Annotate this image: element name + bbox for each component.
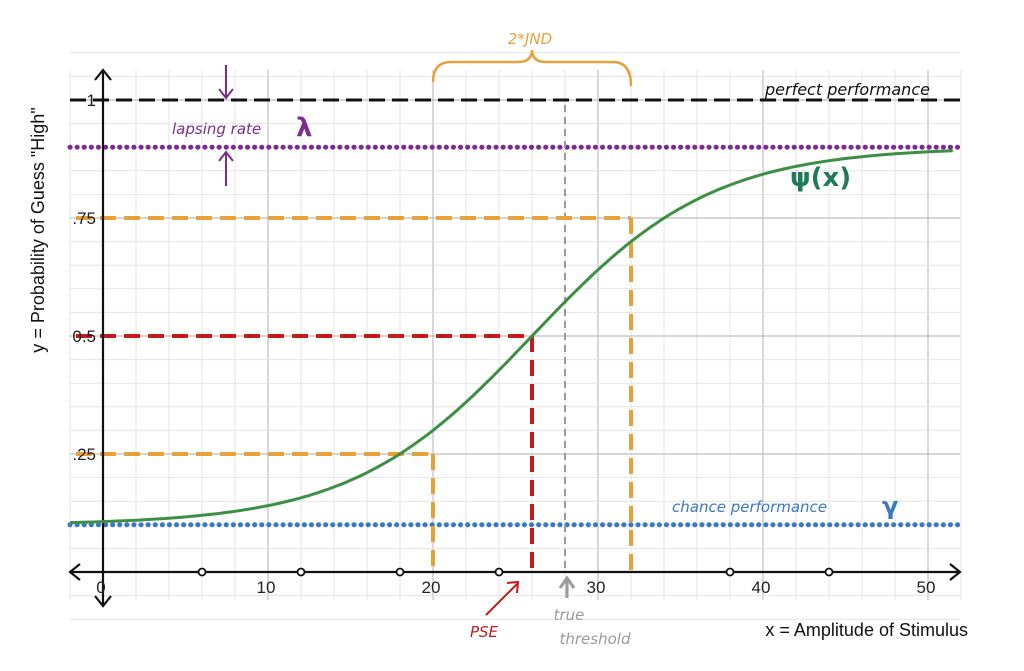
true-threshold-arrowhead [558,575,576,589]
jnd-brace [431,49,633,87]
y-tick-label: 0.5 [72,327,96,346]
x-tick-label: 50 [917,578,936,597]
x-axis-point [494,567,504,577]
true-threshold-label-line1: true [554,606,585,624]
gamma-symbol: γ [882,492,898,520]
x-axis-point [725,567,735,577]
pse-label: PSE [470,623,499,641]
y-tick-label: 1 [87,91,96,110]
x-axis-point [197,567,207,577]
lambda-symbol: λ [296,113,312,143]
chance-performance-label: chance performance [672,498,827,516]
x-tick-label: 10 [257,578,276,597]
x-axis-point [296,567,306,577]
reference-lines [67,98,963,528]
x-tick-label: 0 [96,578,105,597]
axes: 0 10 20 30 40 50 1 .75 0.5 .25 [68,68,962,608]
guide-lines [76,105,633,572]
x-tick-label: 40 [752,578,771,597]
lapsing-rate-label: lapsing rate [172,120,261,138]
psi-curve-label: ψ(x) [790,163,851,193]
perfect-performance-label: perfect performance [764,80,930,99]
x-axis-point [824,567,834,577]
y-axis-label: y = Probability of Guess "High" [28,107,48,352]
jnd-label: 2*JND [508,30,552,48]
x-tick-label: 30 [587,578,606,597]
y-axis-top-arrow [94,68,112,81]
y-tick-label: .75 [72,209,96,228]
pse-arrow [485,583,518,616]
lapse-top-arrowhead [218,88,234,100]
y-axis-bottom-arrow [94,595,112,608]
x-axis-point [395,567,405,577]
true-threshold-label-line2: threshold [560,630,631,648]
psychometric-curve [69,149,953,525]
x-axis-right-arrow [949,563,962,581]
lapse-bottom-arrowhead [218,150,234,162]
x-axis-label: x = Amplitude of Stimulus [765,620,968,640]
x-tick-label: 20 [422,578,441,597]
y-tick-label: .25 [72,445,96,464]
annotations: perfect performance lapsing rate λ ψ(x) chan… [172,30,930,648]
x-axis-left-arrow [68,563,81,581]
pse-arrowhead [506,580,520,594]
